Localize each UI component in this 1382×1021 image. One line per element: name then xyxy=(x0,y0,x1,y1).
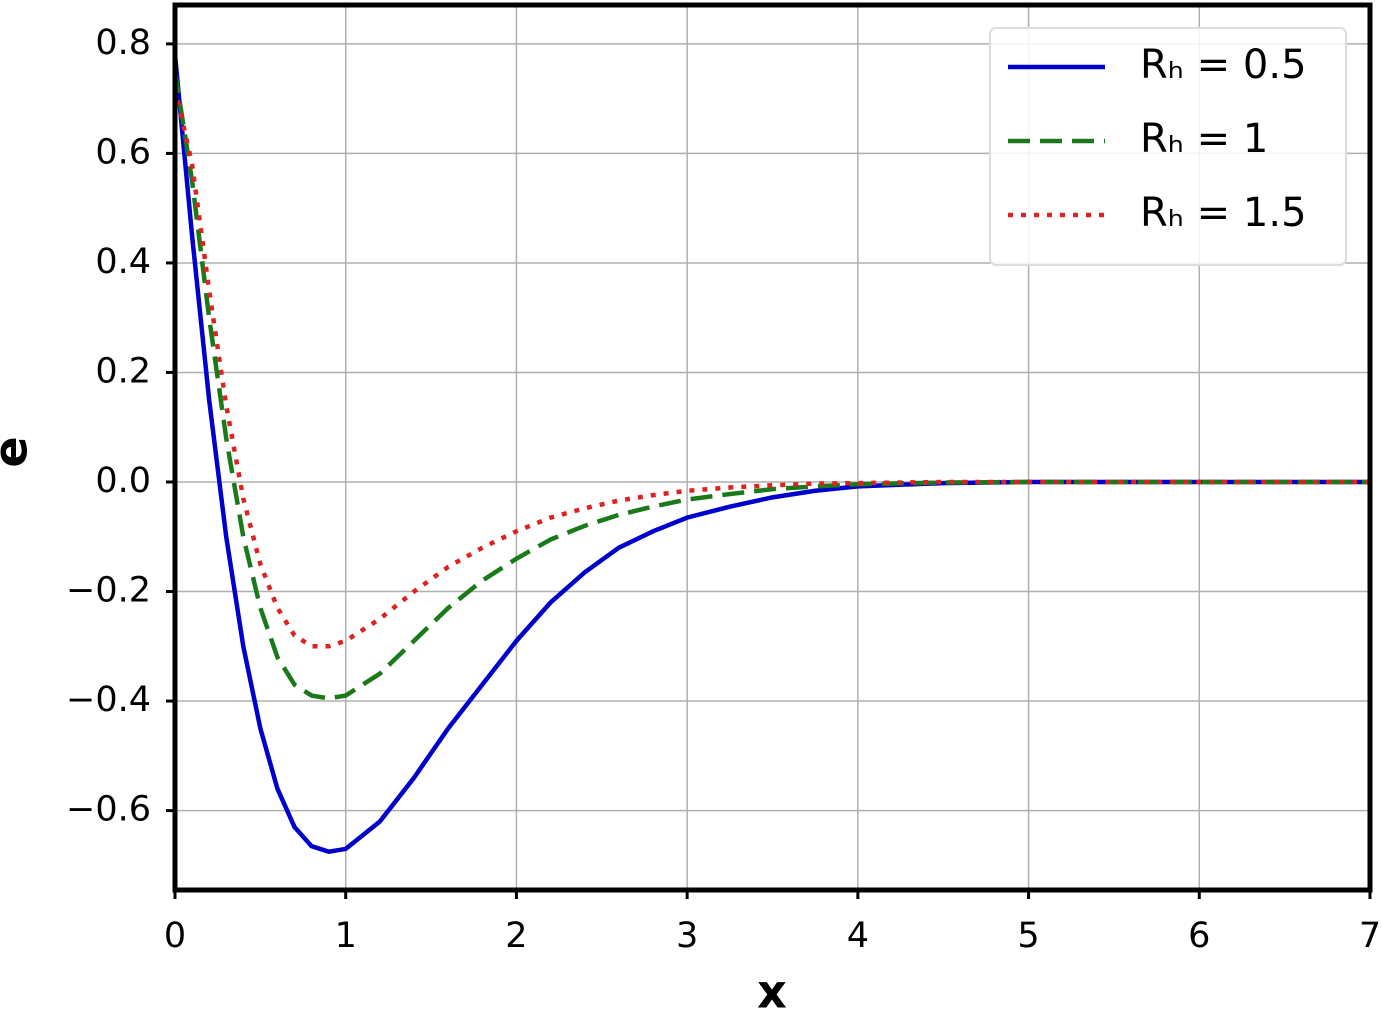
legend-label: Rₕ = 1.5 xyxy=(1140,190,1307,236)
plot-frame xyxy=(172,2,1373,893)
x-tick-label: 6 xyxy=(1188,916,1210,956)
x-tick-label: 0 xyxy=(164,916,186,956)
y-tick-label: −0.6 xyxy=(66,790,151,830)
x-tick-label: 3 xyxy=(676,916,698,956)
y-tick-label: −0.4 xyxy=(66,680,151,720)
series-line xyxy=(172,70,1370,701)
x-tick-label: 2 xyxy=(505,916,527,956)
y-tick-label: 0.4 xyxy=(95,242,151,282)
y-tick-label: 0.8 xyxy=(95,23,151,63)
y-tick-label: 0.0 xyxy=(95,461,151,501)
legend-label: Rₕ = 1 xyxy=(1140,116,1268,162)
y-tick-label: −0.2 xyxy=(66,571,151,611)
x-tick-label: 4 xyxy=(847,916,869,956)
x-tick-label: 1 xyxy=(335,916,357,956)
y-axis-label: e xyxy=(0,436,38,467)
y-tick-label: 0.2 xyxy=(95,351,151,391)
legend: Rₕ = 0.5 Rₕ = 1 Rₕ = 1.5 xyxy=(989,27,1347,266)
y-tick-label: 0.6 xyxy=(95,132,151,172)
x-tick-label: 5 xyxy=(1017,916,1039,956)
legend-box xyxy=(989,27,1347,266)
series-line xyxy=(172,87,1370,649)
x-tick-label: 7 xyxy=(1359,916,1381,956)
legend-label: Rₕ = 0.5 xyxy=(1140,42,1307,88)
series-line xyxy=(172,54,1370,854)
x-axis-label: x xyxy=(757,965,787,1019)
